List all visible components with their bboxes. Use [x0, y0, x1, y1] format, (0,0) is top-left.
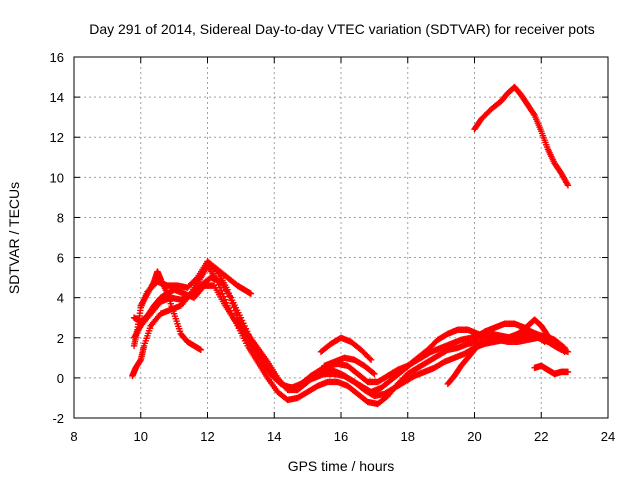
x-tick-label: 14 [267, 429, 281, 444]
data-point [371, 370, 378, 378]
y-tick-label: 12 [50, 130, 64, 145]
data-point [369, 369, 377, 377]
data-point [247, 290, 255, 297]
series-arc-late-high [471, 83, 572, 189]
series-arc-k [471, 320, 548, 345]
data-point [367, 356, 375, 364]
y-tick-label: 6 [57, 251, 64, 266]
y-tick-label: 14 [50, 90, 64, 105]
data-point [561, 344, 568, 352]
y-tick-label: 0 [57, 371, 64, 386]
data-point [541, 338, 548, 345]
x-tick-label: 22 [534, 429, 548, 444]
y-tick-label: 16 [50, 50, 64, 65]
y-tick-label: 2 [57, 331, 64, 346]
y-tick-label: 8 [57, 210, 64, 225]
series-arc-h [321, 354, 378, 378]
series-arc-d [130, 274, 565, 396]
data-point [219, 290, 226, 297]
data-point [471, 346, 478, 354]
x-tick-label: 24 [601, 429, 615, 444]
series-arc-f [204, 258, 255, 297]
series-arc-i [444, 346, 478, 388]
y-tick-label: 4 [57, 291, 64, 306]
data-point [197, 346, 205, 354]
x-tick-label: 18 [401, 429, 415, 444]
x-tick-label: 20 [467, 429, 481, 444]
y-axis-label: SDTVAR / TECUs [6, 182, 22, 294]
series-arc-j [531, 362, 572, 378]
data-point [564, 182, 572, 189]
data-point [366, 355, 373, 362]
x-tick-label: 8 [70, 429, 77, 444]
x-tick-label: 12 [200, 429, 214, 444]
x-tick-label: 16 [334, 429, 348, 444]
data-point [564, 368, 572, 376]
grid [74, 57, 608, 418]
data-point [556, 345, 564, 353]
data-point [558, 346, 565, 354]
data-point [470, 347, 477, 355]
series-arc-g [317, 334, 375, 364]
data-point [540, 337, 547, 344]
y-tick-label: -2 [52, 411, 64, 426]
data-points [129, 83, 572, 408]
chart-title: Day 291 of 2014, Sidereal Day-to-day VTE… [89, 21, 595, 37]
series-arc-e [137, 268, 205, 354]
x-tick-label: 10 [134, 429, 148, 444]
y-tick-label: 10 [50, 170, 64, 185]
x-axis-label: GPS time / hours [288, 458, 395, 474]
data-point [530, 110, 537, 118]
